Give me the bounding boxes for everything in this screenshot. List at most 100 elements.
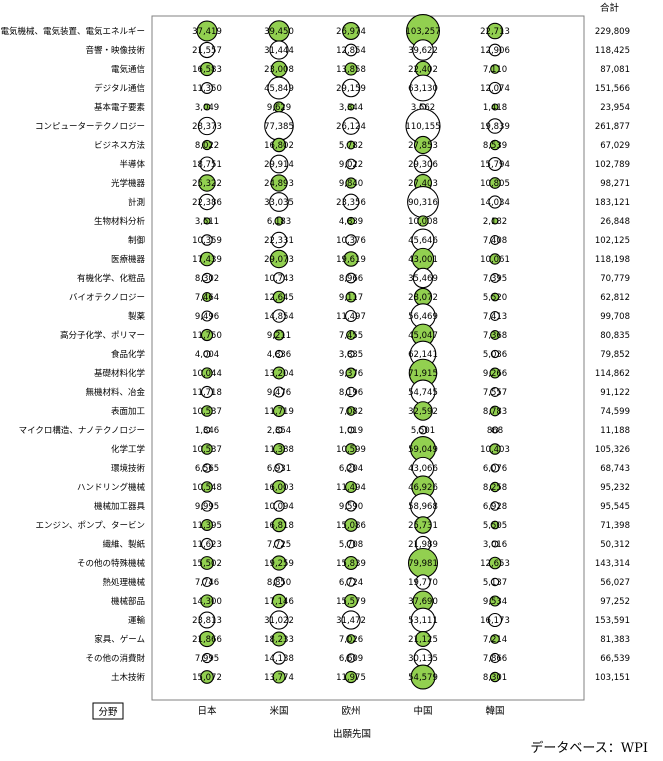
row-total: 99,708: [600, 312, 630, 322]
bubble-value: 90,316: [408, 198, 438, 208]
row-total: 183,121: [595, 198, 630, 208]
bubble-value: 7,368: [483, 331, 507, 341]
bubble-value: 29,306: [408, 160, 438, 170]
bubble-value: 10,403: [480, 445, 510, 455]
bubble: [267, 76, 291, 100]
bubble-value: 13,774: [264, 673, 294, 683]
row-total: 105,326: [595, 445, 630, 455]
bubble-value: 4,004: [195, 350, 219, 360]
bubble: [201, 367, 213, 379]
bubble-value: 12,074: [480, 84, 510, 94]
bubble: [486, 22, 504, 40]
bubble-value: 6,931: [267, 464, 291, 474]
bubble: [203, 217, 211, 225]
bubble: [417, 215, 429, 227]
bubble: [274, 463, 284, 473]
bubble-value: 11,750: [192, 331, 222, 341]
bubble-value: 11,494: [336, 483, 366, 493]
bubble: [200, 385, 214, 399]
bubble: [198, 193, 216, 211]
bubble: [273, 576, 285, 588]
bubble: [345, 158, 357, 170]
bubble: [488, 195, 502, 209]
bubble-value: 46,926: [408, 483, 438, 493]
total-header: 合計: [600, 2, 620, 14]
bubble: [490, 64, 500, 74]
bubble-value: 39,622: [408, 46, 438, 56]
row-label: 家具、ゲーム: [94, 634, 145, 645]
bubble-value: 7,557: [483, 388, 507, 398]
bubble: [203, 103, 211, 111]
category-row: 電気通信 16,583 23,008 13,858 22,402 7,110 87,081: [111, 60, 630, 78]
bubble-value: 45,646: [408, 236, 438, 246]
row-total: 95,545: [600, 502, 630, 512]
bubble: [415, 631, 431, 647]
bubble-value: 21,125: [408, 635, 438, 645]
bubble-value: 4,836: [267, 350, 291, 360]
bubble: [203, 350, 211, 358]
bubble: [200, 594, 214, 608]
bubble-value: 14,138: [264, 654, 294, 664]
bubble-value: 110,155: [405, 122, 440, 132]
category-row: 有機化学、化粧品 8,302 10,743 8,966 35,469 7,395 70,77…: [77, 267, 630, 289]
bubble: [345, 386, 357, 398]
bubble-value: 21,989: [408, 540, 438, 550]
bubble: [491, 103, 499, 111]
bubble-value: 10,743: [264, 274, 294, 284]
bubble-value: 9,590: [339, 502, 363, 512]
bubble-value: 8,850: [267, 578, 291, 588]
bubble: [198, 174, 216, 192]
row-label: 機械加工器具: [94, 501, 146, 512]
row-label: 化学工学: [111, 444, 146, 455]
category-row: 無機材料、冶金 11,718 9,476 8,196 54,745 7,557 91,122: [85, 379, 630, 405]
row-label: その他の消費財: [85, 653, 145, 664]
bubble-value: 6,565: [195, 464, 219, 474]
bubble-value: 8,966: [339, 274, 363, 284]
bubble-value: 12,653: [480, 559, 510, 569]
bubble-value: 5,501: [411, 426, 435, 436]
bubble: [201, 500, 213, 512]
bubble-value: 45,849: [264, 84, 294, 94]
bubble: [345, 500, 357, 512]
row-label: 制御: [128, 235, 145, 246]
category-row: 生物材料分析 3,511 6,183 4,839 10,008 2,182 26,848: [94, 215, 630, 227]
bubble: [489, 139, 501, 151]
row-total: 66,539: [600, 654, 630, 664]
bubble-value: 79,981: [408, 559, 438, 569]
bubble: [201, 234, 213, 246]
bubble: [344, 670, 358, 684]
bubble-value: 10,599: [336, 445, 366, 455]
bubble-value: 35,469: [408, 274, 438, 284]
bubble: [199, 61, 215, 77]
bubble-value: 29,073: [264, 255, 294, 265]
bubble-value: 53,111: [408, 616, 438, 626]
bubble: [272, 670, 286, 684]
bubble-value: 23,008: [264, 65, 294, 75]
bubble-value: 7,214: [483, 635, 507, 645]
category-row: バイオテクノロジー 7,464 12,645 9,117 28,072 5,520 62,8…: [69, 287, 630, 307]
row-label: ハンドリング機械: [77, 482, 146, 493]
bubble-value: 7,866: [483, 654, 507, 664]
bubble: [271, 593, 287, 609]
bubble-value: 12,645: [264, 293, 294, 303]
bubble-value: 22,713: [480, 27, 510, 37]
row-total: 97,252: [600, 597, 630, 607]
bubble-value: 31,444: [264, 46, 294, 56]
bubble-value: 22,386: [192, 198, 222, 208]
category-row: デジタル通信 11,350 45,849 29,159 63,130 12,074 151,…: [94, 74, 630, 102]
bubble: [269, 40, 289, 60]
bubble-value: 23,356: [336, 198, 366, 208]
bubble-value: 24,893: [264, 179, 294, 189]
x-tick-label: 韓国: [485, 706, 504, 717]
bubble-value: 62,141: [408, 350, 438, 360]
bubble: [491, 217, 499, 225]
bubble: [489, 481, 501, 493]
category-row: ハンドリング機械 10,548 16,003 11,494 46,926 8,258 95,…: [77, 475, 630, 499]
bubble-value: 15,579: [336, 597, 366, 607]
bubble-value: 12,854: [336, 46, 366, 56]
row-total: 118,425: [595, 46, 630, 56]
category-row: 繊維、製紙 11,623 7,725 5,708 21,989 3,016 50,312: [102, 535, 630, 553]
bubble: [201, 576, 213, 588]
bubble-value: 22,402: [408, 65, 438, 75]
bubble-value: 9,376: [339, 369, 363, 379]
